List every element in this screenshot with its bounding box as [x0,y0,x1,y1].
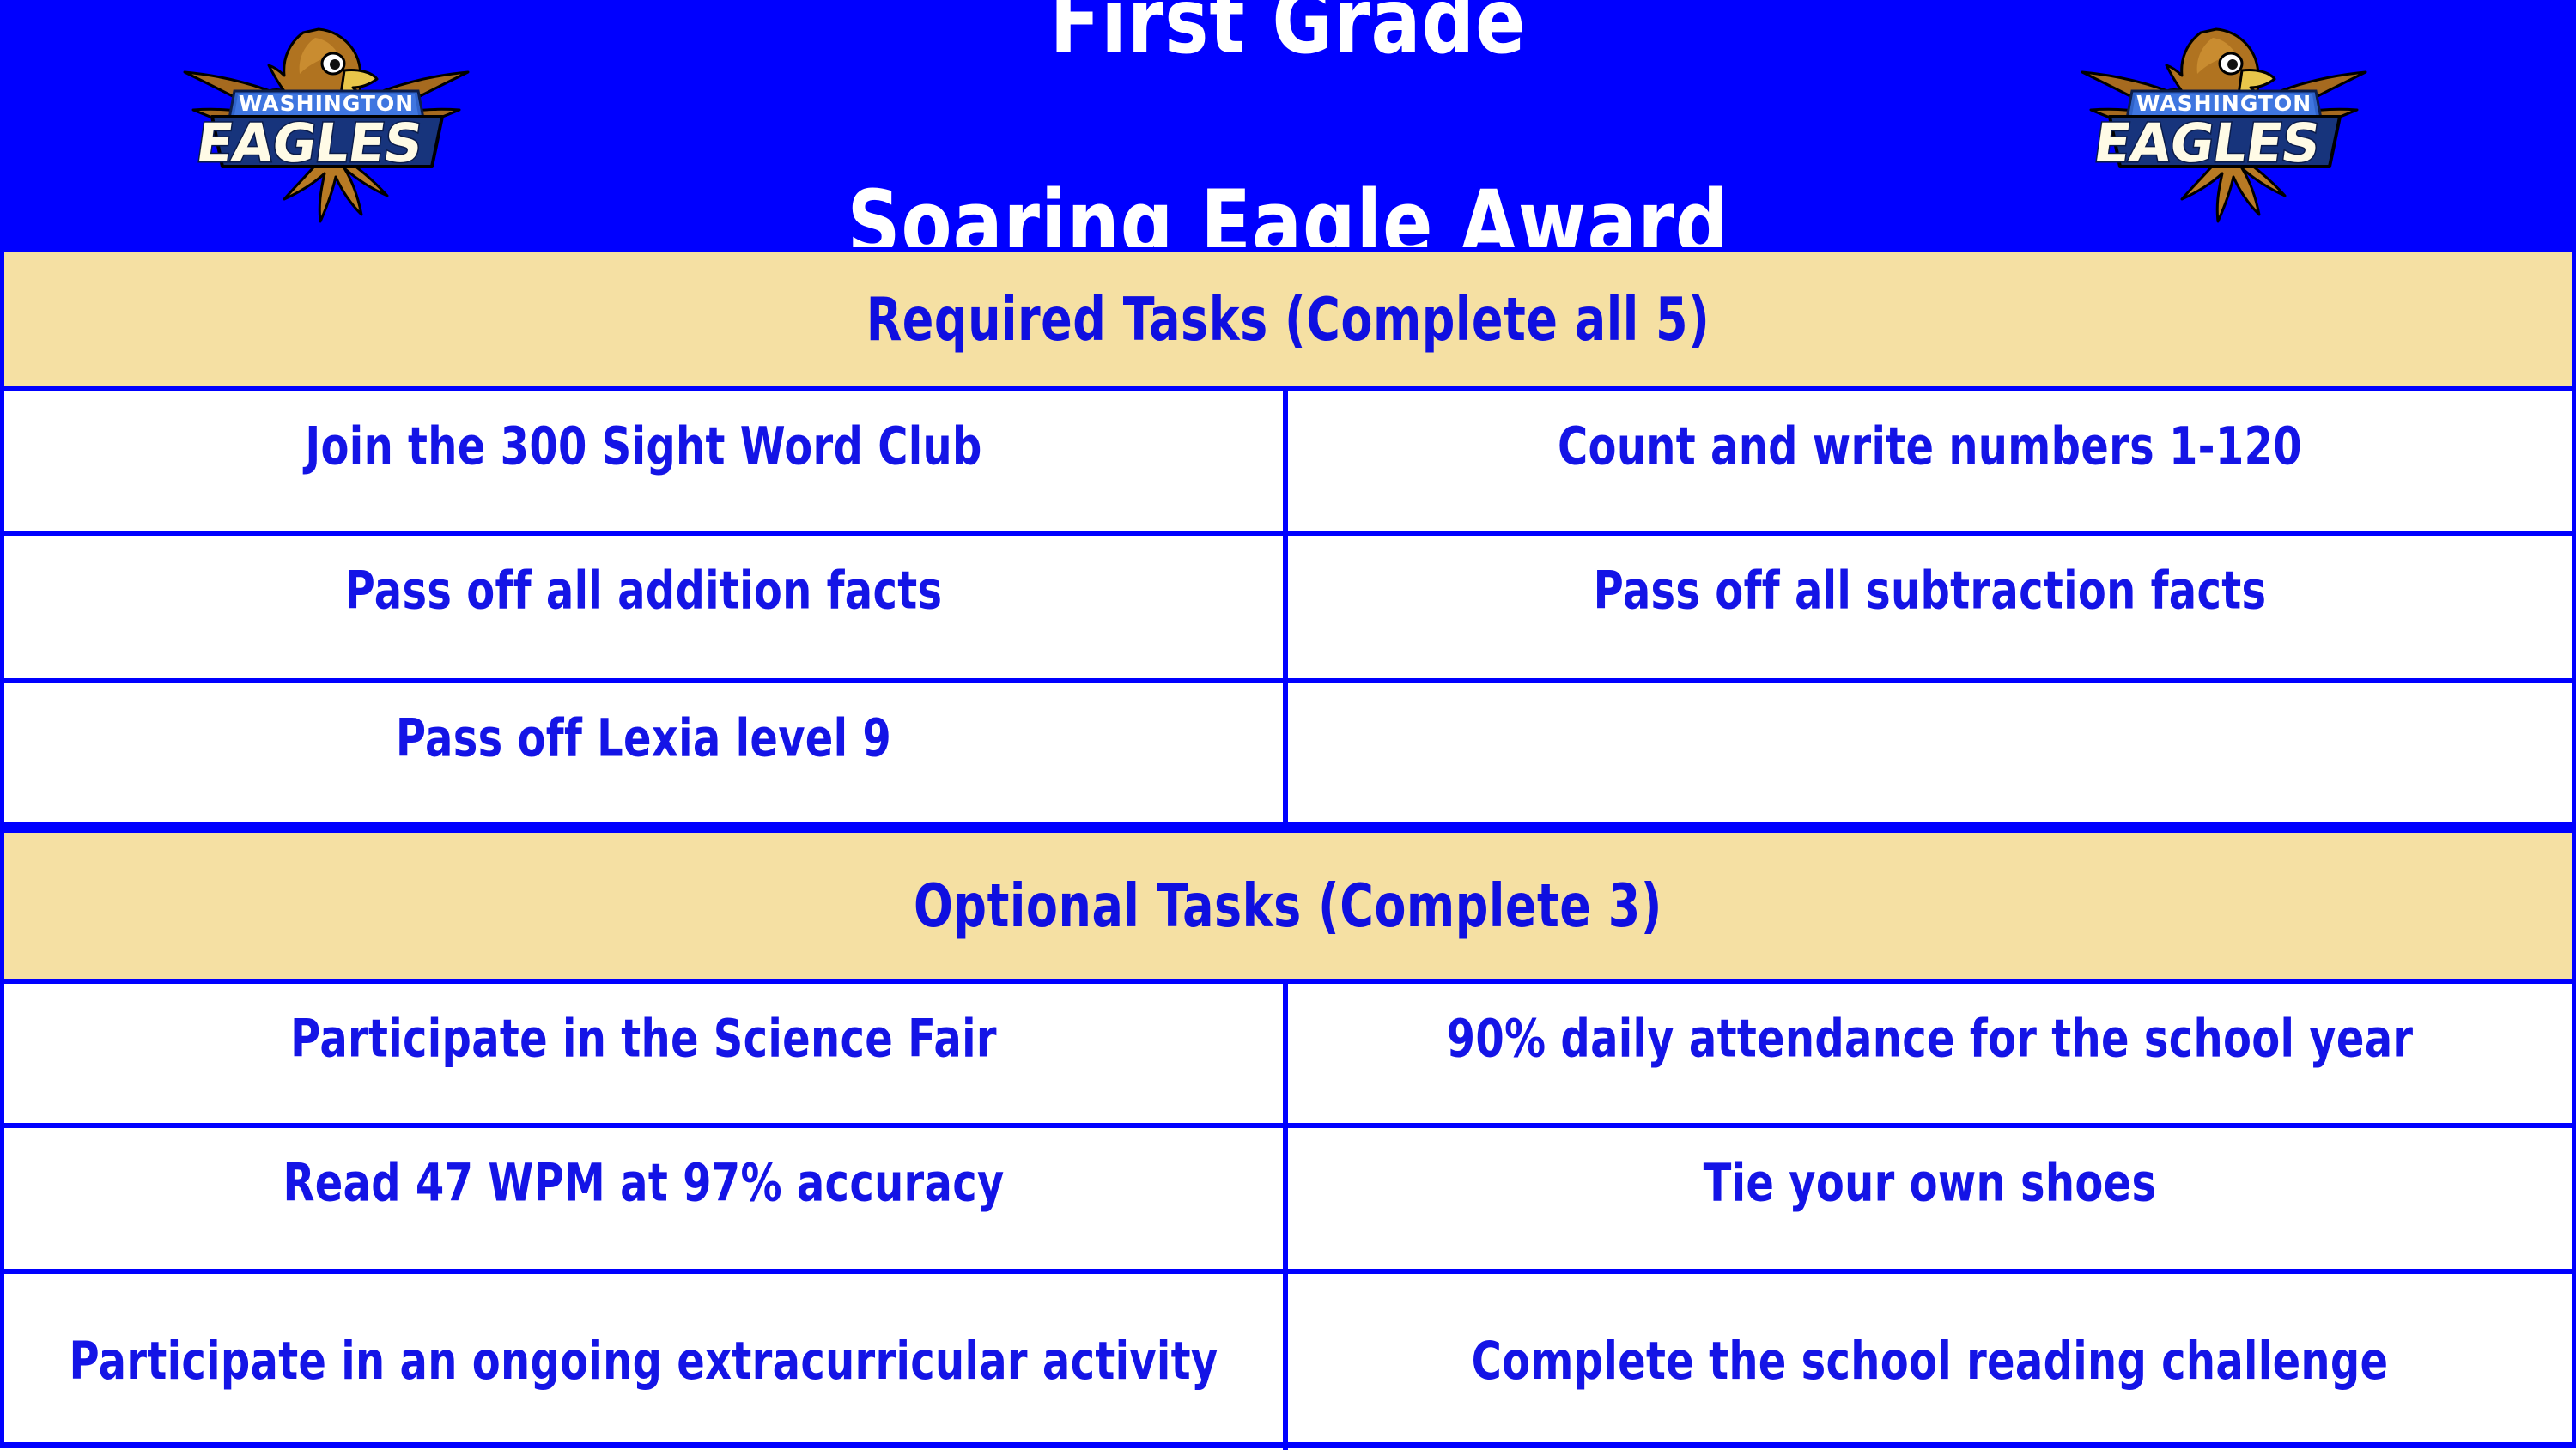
table-row: Read 47 WPM at 97% accuracy Tie your own… [4,1128,2572,1274]
logo-wordmark: EAGLES [2090,112,2324,174]
washington-eagles-logo-right: WASHINGTON EAGLES [2057,15,2391,230]
poster-header: WASHINGTON EAGLES First Grade Soaring Ea… [0,0,2576,247]
task-label: Join the 300 Sight Word Club [305,416,982,477]
washington-eagles-logo-left: WASHINGTON EAGLES [159,15,494,230]
task-cell-optional-1-right[interactable]: 90% daily attendance for the school year [1288,984,2572,1123]
logo-wordmark: EAGLES [192,112,426,174]
task-label: Read 47 WPM at 97% accuracy [283,1153,1005,1214]
task-label: Pass off all addition facts [344,561,943,622]
table-row: Pass off all addition facts Pass off all… [4,536,2572,683]
task-label: Participate in the Science Fair [290,1009,997,1070]
task-label: Count and write numbers 1-120 [1558,416,2302,477]
task-cell-optional-2-right[interactable]: Tie your own shoes [1288,1128,2572,1269]
task-label: Pass off all subtraction facts [1593,561,2267,622]
task-cell-optional-3-left[interactable]: Participate in an ongoing extracurricula… [4,1274,1288,1450]
section-title-required: Required Tasks (Complete all 5) [866,284,1710,355]
logo-banner-text: WASHINGTON [239,91,414,116]
table-row: Pass off Lexia level 9 [4,683,2572,828]
tasks-table: Required Tasks (Complete all 5) Join the… [0,247,2576,1450]
task-cell-required-3-left[interactable]: Pass off Lexia level 9 [4,683,1288,822]
task-cell-required-1-left[interactable]: Join the 300 Sight Word Club [4,391,1288,531]
table-row: Join the 300 Sight Word Club Count and w… [4,391,2572,536]
page-title: First Grade Soaring Eagle Award [848,0,1729,247]
task-cell-required-2-right[interactable]: Pass off all subtraction facts [1288,536,2572,678]
task-label: Participate in an ongoing extracurricula… [69,1331,1218,1392]
task-cell-optional-3-right[interactable]: Complete the school reading challenge [1288,1274,2572,1450]
page-title-line-1: First Grade [1049,0,1527,76]
table-row: Participate in the Science Fair 90% dail… [4,984,2572,1128]
table-row: Participate in an ongoing extracurricula… [4,1274,2572,1450]
section-title-optional: Optional Tasks (Complete 3) [914,871,1662,941]
task-cell-required-2-left[interactable]: Pass off all addition facts [4,536,1288,678]
task-cell-optional-2-left[interactable]: Read 47 WPM at 97% accuracy [4,1128,1288,1269]
logo-banner-text: WASHINGTON [2136,91,2312,116]
section-header-required: Required Tasks (Complete all 5) [4,247,2572,391]
task-cell-required-1-right[interactable]: Count and write numbers 1-120 [1288,391,2572,531]
task-label: Tie your own shoes [1703,1153,2157,1214]
task-label: 90% daily attendance for the school year [1446,1009,2414,1070]
page-title-line-2: Soaring Eagle Award [847,172,1729,247]
task-label: Complete the school reading challenge [1471,1331,2389,1392]
task-label: Pass off Lexia level 9 [395,708,892,769]
task-cell-required-3-right-empty[interactable] [1288,683,2572,822]
task-cell-optional-1-left[interactable]: Participate in the Science Fair [4,984,1288,1123]
section-header-optional: Optional Tasks (Complete 3) [4,828,2572,984]
